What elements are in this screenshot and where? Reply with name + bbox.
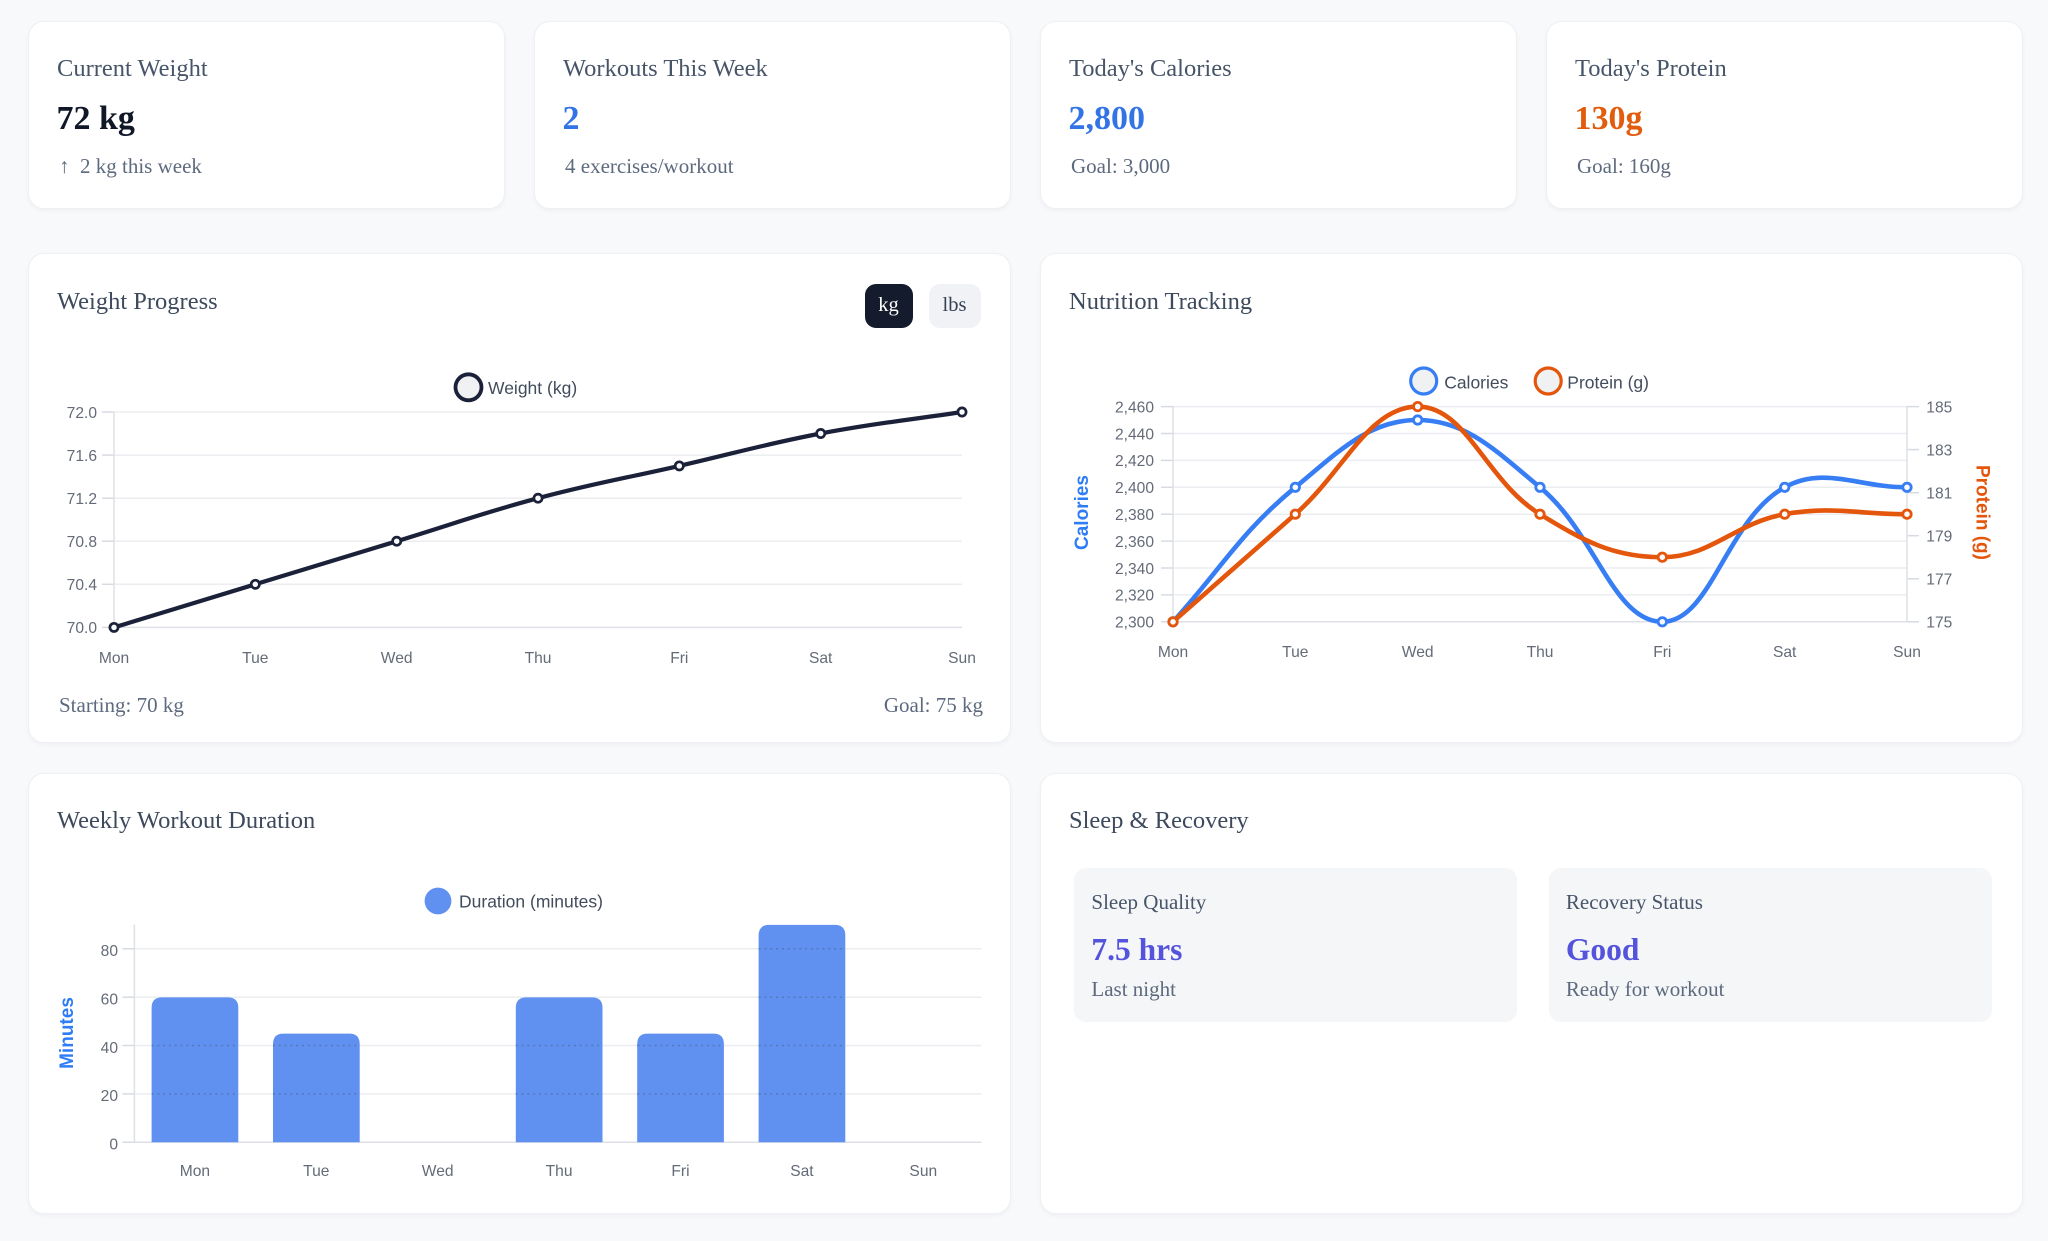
svg-text:Wed: Wed [381, 650, 413, 667]
svg-text:185: 185 [1926, 399, 1952, 416]
svg-text:Protein (g): Protein (g) [1972, 465, 1993, 560]
svg-text:Weight (kg): Weight (kg) [488, 378, 577, 398]
svg-text:179: 179 [1926, 529, 1952, 546]
svg-text:Mon: Mon [99, 650, 129, 667]
svg-text:177: 177 [1926, 572, 1952, 589]
svg-text:Calories: Calories [1072, 475, 1093, 550]
svg-text:70.0: 70.0 [67, 620, 98, 637]
svg-text:2,440: 2,440 [1115, 426, 1154, 443]
svg-text:2,300: 2,300 [1115, 615, 1154, 632]
svg-text:181: 181 [1926, 486, 1952, 503]
svg-text:71.2: 71.2 [67, 491, 97, 508]
svg-text:Thu: Thu [1527, 644, 1554, 661]
svg-text:Fri: Fri [1653, 644, 1671, 661]
svg-text:Sat: Sat [1773, 644, 1797, 661]
svg-text:72.0: 72.0 [67, 405, 98, 422]
svg-text:Sun: Sun [948, 650, 976, 667]
svg-text:70.4: 70.4 [67, 577, 98, 594]
svg-text:2,400: 2,400 [1115, 480, 1154, 497]
svg-text:Mon: Mon [1158, 644, 1188, 661]
svg-text:Tue: Tue [242, 650, 268, 667]
svg-text:71.6: 71.6 [67, 448, 97, 465]
svg-text:Fri: Fri [671, 1163, 689, 1180]
svg-text:0: 0 [109, 1137, 118, 1154]
svg-text:Wed: Wed [1402, 644, 1434, 661]
svg-text:Sun: Sun [1893, 644, 1921, 661]
svg-text:2,460: 2,460 [1115, 399, 1154, 416]
svg-text:Tue: Tue [303, 1163, 329, 1180]
svg-text:Fri: Fri [670, 650, 688, 667]
svg-text:Thu: Thu [546, 1163, 573, 1180]
svg-text:Sat: Sat [790, 1163, 814, 1180]
svg-text:70.8: 70.8 [67, 534, 97, 551]
svg-text:Duration (minutes): Duration (minutes) [459, 891, 603, 911]
svg-text:2,380: 2,380 [1115, 507, 1154, 524]
svg-text:183: 183 [1926, 442, 1952, 459]
svg-text:Sat: Sat [809, 650, 833, 667]
svg-text:40: 40 [101, 1040, 119, 1057]
svg-text:Wed: Wed [422, 1163, 454, 1180]
svg-text:60: 60 [101, 992, 119, 1009]
svg-text:175: 175 [1926, 615, 1952, 632]
svg-text:2,320: 2,320 [1115, 588, 1154, 605]
svg-text:2,420: 2,420 [1115, 453, 1154, 470]
svg-text:20: 20 [101, 1088, 119, 1105]
svg-text:Thu: Thu [525, 650, 552, 667]
svg-text:80: 80 [101, 943, 119, 960]
svg-text:Sun: Sun [909, 1163, 937, 1180]
svg-text:Mon: Mon [180, 1163, 210, 1180]
svg-text:2,340: 2,340 [1115, 561, 1154, 578]
svg-text:Calories: Calories [1444, 372, 1508, 392]
svg-text:2,360: 2,360 [1115, 534, 1154, 551]
svg-text:Minutes: Minutes [57, 997, 78, 1069]
svg-text:Tue: Tue [1282, 644, 1308, 661]
svg-text:Protein (g): Protein (g) [1567, 372, 1649, 392]
